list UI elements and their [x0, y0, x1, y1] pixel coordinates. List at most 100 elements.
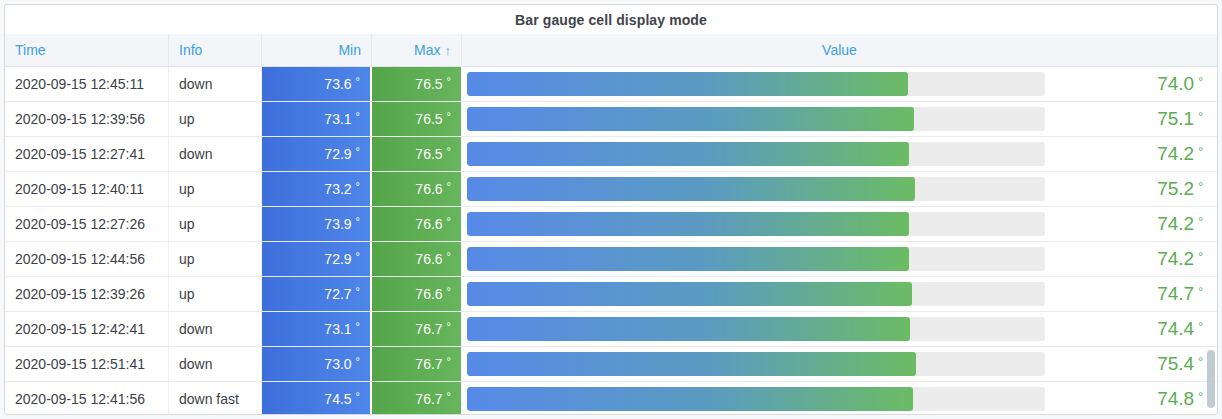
cell-time: 2020-09-15 12:45:11	[5, 67, 169, 101]
bar-gauge-fill	[467, 212, 909, 236]
max-value: 76.5	[415, 111, 442, 127]
max-value: 76.6	[415, 216, 442, 232]
bar-gauge-track	[467, 212, 1045, 236]
degree-unit: °	[447, 285, 451, 297]
value-text: 74.4 °	[1157, 318, 1203, 340]
cell-info: up	[169, 277, 262, 311]
degree-unit: °	[356, 355, 360, 367]
table-panel: Bar gauge cell display mode Time Info Mi…	[4, 4, 1218, 415]
bar-gauge-fill	[467, 107, 914, 131]
panel-header: Bar gauge cell display mode	[5, 5, 1217, 34]
min-value: 73.9	[324, 216, 351, 232]
cell-min-colored: 73.1°	[262, 102, 372, 136]
degree-unit: °	[356, 390, 360, 402]
max-value: 76.6	[415, 181, 442, 197]
cell-min-colored: 73.9°	[262, 207, 372, 241]
sort-ascending-icon: ↑	[445, 43, 452, 58]
cell-time: 2020-09-15 12:40:11	[5, 172, 169, 206]
max-value: 76.5	[415, 146, 442, 162]
value-number: 75.4	[1157, 353, 1194, 374]
value-text: 74.0°	[1157, 73, 1203, 95]
cell-value-gauge: 75.4 °	[462, 347, 1217, 381]
cell-info: up	[169, 207, 262, 241]
table-header-row: Time Info Min Max ↑ Value	[5, 34, 1217, 67]
value-text: 74.2 °	[1157, 248, 1203, 270]
cell-value-gauge: 74.2°	[462, 207, 1217, 241]
degree-unit: °	[356, 145, 360, 157]
column-header-max-label: Max	[414, 42, 440, 58]
min-value: 73.6	[324, 76, 351, 92]
degree-unit: °	[447, 390, 451, 402]
degree-unit: °	[1198, 250, 1203, 264]
cell-min-colored: 73.6 °	[262, 67, 372, 101]
cell-value-gauge: 74.0°	[462, 67, 1217, 101]
bar-gauge-track	[467, 282, 1045, 306]
column-header-value[interactable]: Value	[462, 34, 1217, 66]
column-header-info-label: Info	[179, 42, 202, 58]
cell-min-colored: 74.5°	[262, 382, 372, 415]
value-number: 74.2	[1157, 213, 1194, 234]
degree-unit: °	[1198, 180, 1203, 194]
column-header-min[interactable]: Min	[262, 34, 372, 66]
bar-gauge-track	[467, 107, 1045, 131]
value-number: 75.1	[1157, 108, 1194, 129]
cell-time: 2020-09-15 12:41:56	[5, 382, 169, 415]
data-table: Time Info Min Max ↑ Value 2020-09-15 12:…	[5, 34, 1217, 415]
degree-unit: °	[356, 75, 360, 87]
bar-gauge-track	[467, 387, 1045, 411]
table-row: 2020-09-15 12:39:26 up 72.7° 76.6° 74.7°	[5, 277, 1217, 312]
column-header-max[interactable]: Max ↑	[372, 34, 462, 66]
cell-min-colored: 72.7°	[262, 277, 372, 311]
max-value: 76.7	[415, 321, 442, 337]
table-body: 2020-09-15 12:45:11 down 73.6° 76.5° 74.…	[5, 67, 1217, 415]
bar-gauge-fill	[467, 282, 912, 306]
cell-max-colored: 76.7°	[372, 347, 462, 381]
value-number: 74.4	[1157, 318, 1194, 339]
value-text: 75.2 °	[1157, 178, 1203, 200]
degree-unit: °	[1198, 110, 1203, 124]
cell-info: down	[169, 137, 262, 171]
min-value: 73.0	[324, 356, 351, 372]
max-value: 76.7	[415, 391, 442, 407]
degree-unit: °	[1198, 320, 1203, 334]
cell-time: 2020-09-15 12:39:56	[5, 102, 169, 136]
degree-unit: °	[1198, 355, 1203, 369]
bar-gauge-fill	[467, 142, 909, 166]
cell-min-colored: 72.9°	[262, 242, 372, 276]
min-value: 72.9	[324, 146, 351, 162]
cell-time: 2020-09-15 12:42:41	[5, 312, 169, 346]
bar-gauge-track	[467, 317, 1045, 341]
degree-unit: °	[356, 110, 360, 122]
panel-title[interactable]: Bar gauge cell display mode	[515, 12, 707, 28]
degree-unit: °	[447, 75, 451, 87]
table-row: 2020-09-15 12:27:26 up 73.9° 76.6° 74.2°	[5, 207, 1217, 242]
column-header-info[interactable]: Info	[169, 34, 262, 66]
max-value: 76.6	[415, 286, 442, 302]
cell-time: 2020-09-15 12:27:41	[5, 137, 169, 171]
value-text: 75.1 °	[1157, 108, 1203, 130]
cell-max-colored: 76.6°	[372, 172, 462, 206]
cell-info: down	[169, 67, 262, 101]
cell-time: 2020-09-15 12:27:26	[5, 207, 169, 241]
column-header-time[interactable]: Time	[5, 34, 169, 66]
degree-unit: °	[447, 110, 451, 122]
degree-unit: °	[1198, 75, 1203, 89]
cell-value-gauge: 74.8°	[462, 382, 1217, 415]
vertical-scrollbar-thumb[interactable]	[1207, 350, 1215, 408]
value-number: 75.2	[1157, 178, 1194, 199]
cell-value-gauge: 74.2°	[462, 137, 1217, 171]
bar-gauge-fill	[467, 352, 916, 376]
bar-gauge-track	[467, 177, 1045, 201]
bar-gauge-fill	[467, 247, 909, 271]
degree-unit: °	[447, 250, 451, 262]
degree-unit: °	[356, 285, 360, 297]
cell-max-colored: 76.5°	[372, 137, 462, 171]
table-row: 2020-09-15 12:51:41 down 73.0° 76.7° 75.…	[5, 347, 1217, 382]
value-number: 74.2	[1157, 248, 1194, 269]
cell-info: up	[169, 172, 262, 206]
min-value: 73.1	[324, 321, 351, 337]
max-value: 76.6	[415, 251, 442, 267]
cell-info: down	[169, 347, 262, 381]
cell-max-colored: 76.6 °	[372, 242, 462, 276]
table-row: 2020-09-15 12:45:11 down 73.6° 76.5° 74.…	[5, 67, 1217, 102]
